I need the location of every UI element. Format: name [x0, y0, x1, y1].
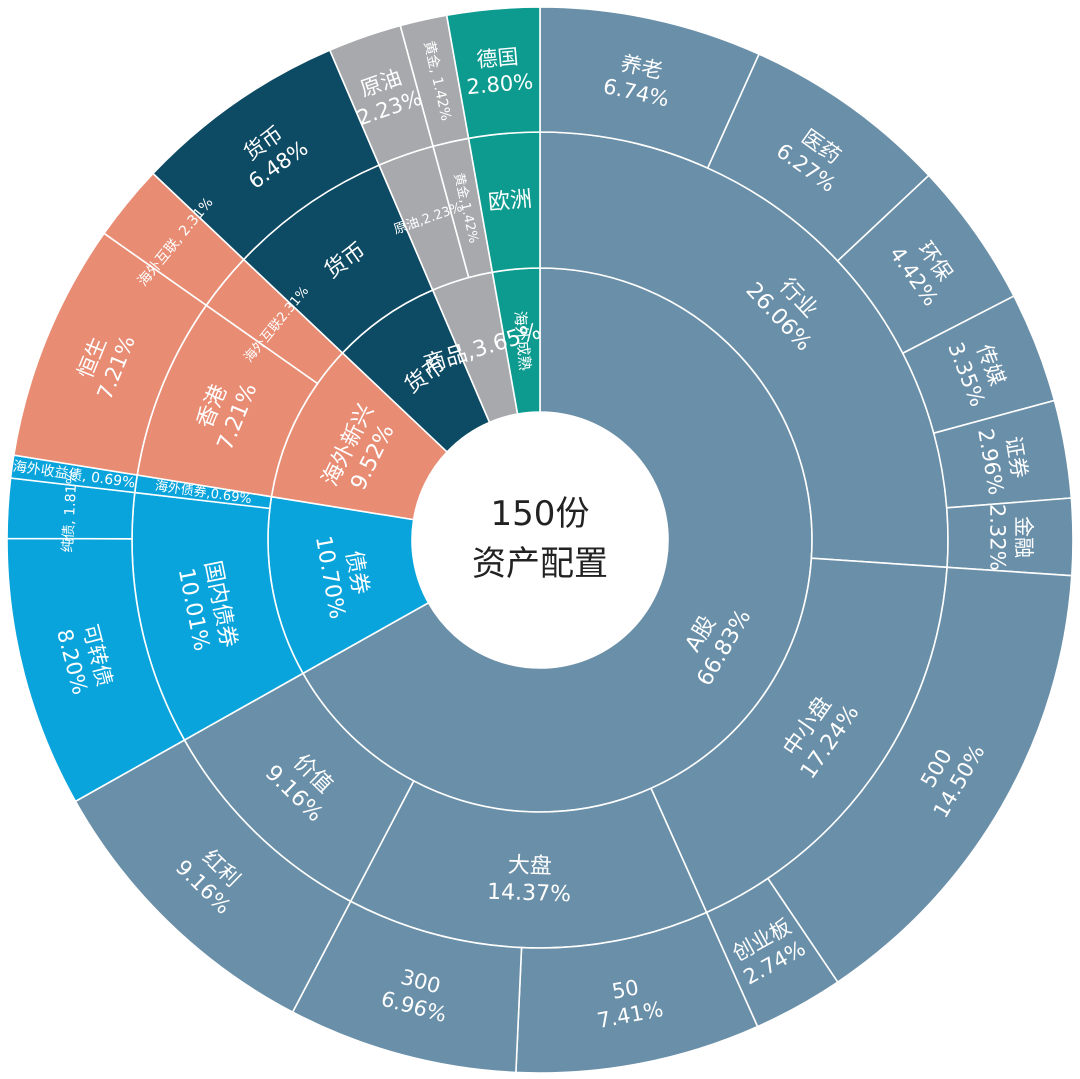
ring3-label-name-12: 纯债, 1.81% — [60, 471, 81, 553]
center-title-line-2: 资产配置 — [472, 544, 608, 584]
ring2-label-name-2: 大盘 — [507, 853, 552, 879]
ring3-label-name-19: 德国 — [476, 45, 520, 73]
ring2-label-pct-2: 14.37% — [487, 880, 572, 908]
ring3-label-name-8: 50 — [610, 975, 641, 1004]
ring3-segment-19 — [445, 6, 541, 140]
chart-segments — [6, 6, 1074, 1074]
ring2-label-name-11: 欧洲 — [487, 187, 533, 216]
center-hole — [412, 412, 668, 668]
ring3-label-12: 纯债, 1.81% — [60, 471, 81, 553]
ring3-label-5: 金融2.32% — [985, 504, 1035, 571]
ring2-label-11: 欧洲 — [487, 187, 533, 216]
ring1-label-5: 海外成熟 — [511, 310, 534, 371]
ring3-label-pct-5: 2.32% — [985, 504, 1009, 571]
center-title-line-1: 150份 — [491, 494, 590, 534]
ring3-label-name-5: 金融 — [1011, 516, 1035, 558]
ring3-label-19: 德国2.80% — [466, 45, 535, 100]
ring1-label-name-5: 海外成熟 — [511, 310, 534, 371]
ring3-label-pct-19: 2.80% — [466, 69, 535, 99]
